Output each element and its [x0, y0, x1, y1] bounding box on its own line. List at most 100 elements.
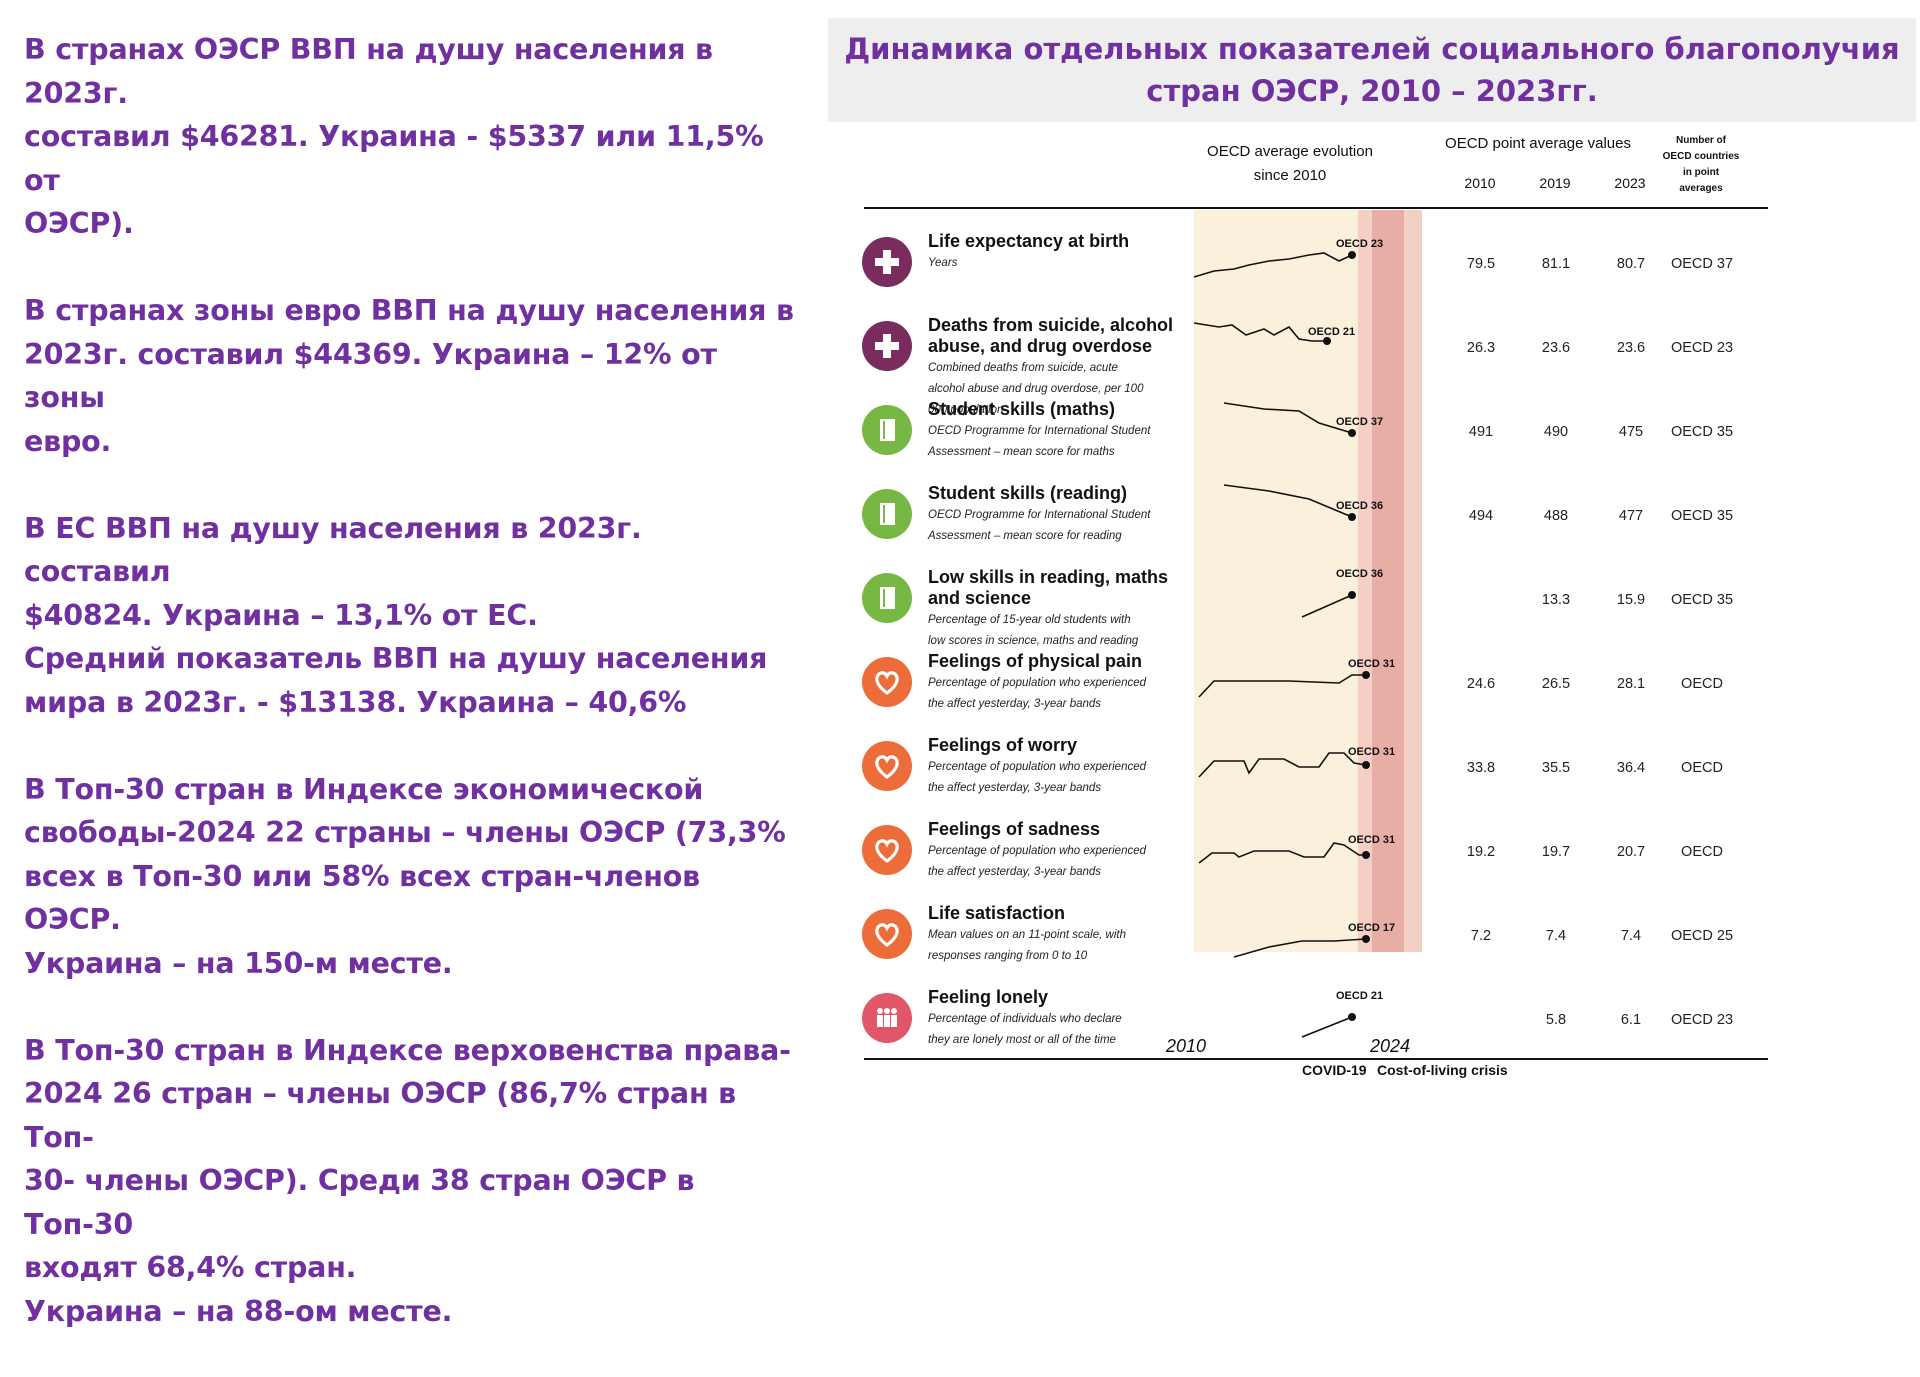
- indicator-row: Low skills in reading, maths and science P…: [860, 567, 1920, 651]
- indicator-description: Mean values on an 11-point scale, with re…: [928, 925, 1198, 967]
- indicator-title: Feelings of physical pain: [928, 651, 1218, 672]
- cost-of-living-label: Cost-of-living crisis: [1377, 1062, 1508, 1078]
- indicator-description: OECD Programme for International Student…: [928, 421, 1198, 463]
- paragraph-rule-of-law: В Топ-30 стран в Индексе верховенства пр…: [24, 1029, 794, 1334]
- sparkline-line: [1301, 594, 1353, 618]
- country-count: OECD 35: [1670, 424, 1734, 440]
- sparkline-end-point: [1362, 671, 1370, 679]
- book-icon: [862, 489, 912, 539]
- country-count: OECD: [1681, 844, 1723, 860]
- indicator-description-line: low scores in science, maths and reading: [928, 635, 1139, 647]
- indicator-title-line: abuse, and drug overdose: [928, 336, 1153, 356]
- evolution-sparkline: OECD 17: [1233, 922, 1395, 958]
- indicator-description-line: the affect yesterday, 3-year bands: [928, 698, 1102, 710]
- indicator-title: Deaths from suicide, alcohol abuse, and d…: [928, 315, 1218, 357]
- indicator-description-line: they are lonely most or all of the time: [928, 1034, 1116, 1046]
- evolution-sparkline: OECD 37: [1223, 402, 1383, 437]
- text-line: ОЭСР).: [24, 207, 134, 240]
- indicator-title-line: Feelings of worry: [928, 735, 1078, 755]
- indicator-title: Life satisfaction: [928, 903, 1218, 924]
- indicator-description: Percentage of population who experienced…: [928, 841, 1198, 883]
- header-rule: [864, 207, 1768, 209]
- value-2019: 23.6: [1541, 340, 1571, 356]
- indicator-row: Feelings of sadness Percentage of populat…: [860, 819, 1920, 903]
- country-count: OECD: [1681, 676, 1723, 692]
- bottom-rule: [864, 1058, 1768, 1060]
- cost-of-living-band: [1372, 210, 1404, 952]
- evolution-sparkline: OECD 36: [1223, 484, 1383, 521]
- value-2019: 13.3: [1541, 592, 1571, 608]
- value-2019: 7.4: [1545, 928, 1567, 944]
- indicator-title-line: and science: [928, 588, 1032, 608]
- indicator-description-line: Percentage of population who experienced: [928, 761, 1147, 773]
- value-2019: 26.5: [1541, 676, 1571, 692]
- text-line: мира в 2023г. - $13138. Украина – 40,6%: [24, 685, 687, 719]
- value-2023: 6.1: [1620, 1012, 1642, 1028]
- points-header: OECD point average values: [1445, 135, 1631, 152]
- text-line: составил $46281. Украина - $5337 или 11,…: [24, 120, 764, 197]
- evolution-band: [1194, 210, 1372, 952]
- country-count: OECD 35: [1670, 508, 1734, 524]
- sparkline-line: [1301, 1016, 1353, 1038]
- text-line: 2024 26 стран – члены ОЭСР (86,7% стран …: [24, 1077, 736, 1154]
- axis-start-year: 2010: [1166, 1036, 1207, 1056]
- indicator-title: Feelings of sadness: [928, 819, 1218, 840]
- indicator-title-line: Feelings of sadness: [928, 819, 1101, 839]
- value-2010: 491: [1468, 424, 1494, 440]
- text-line: Украина – на 150-м месте.: [24, 946, 453, 980]
- indicator-description-line: Assessment – mean score for reading: [928, 530, 1122, 542]
- indicator-description-line: alcohol abuse and drug overdose, per 100: [928, 383, 1144, 395]
- value-2010: 24.6: [1466, 676, 1496, 692]
- title-line: стран ОЭСР, 2010 – 2023гг.: [1146, 74, 1598, 108]
- text-line: В странах ОЭСР ВВП на душу населения в 2…: [24, 33, 713, 110]
- indicator-description: Percentage of population who experienced…: [928, 673, 1198, 715]
- text-line: В Топ-30 стран в Индексе верховенства пр…: [24, 1033, 791, 1067]
- text-line: В Топ-30 стран в Индексе экономической: [24, 772, 704, 806]
- sparkline-end-point: [1348, 513, 1356, 521]
- indicator-title-line: Feelings of physical pain: [928, 651, 1143, 671]
- indicator-title-line: Life satisfaction: [928, 903, 1066, 923]
- text-line: $40824. Украина – 13,1% от ЕС.: [24, 598, 538, 632]
- people-icon: [862, 993, 912, 1043]
- indicator-description: Percentage of 15-year old students with l…: [928, 610, 1198, 652]
- year-header-2023: 2023: [1614, 175, 1646, 191]
- value-2019: 488: [1543, 508, 1569, 524]
- indicator-description-line: Percentage of 15-year old students with: [928, 614, 1131, 626]
- sparkline-line: [1198, 674, 1366, 698]
- heart-icon: [862, 825, 912, 875]
- indicator-description-line: Years: [928, 257, 958, 269]
- country-count: OECD 23: [1670, 1012, 1734, 1028]
- indicator-description-line: 000 population: [928, 404, 1004, 416]
- evolution-sparkline: OECD 31: [1198, 658, 1395, 698]
- indicator-row: Life expectancy at birth Years OECD 23 79.5…: [860, 231, 1920, 315]
- value-2023: 28.1: [1616, 676, 1646, 692]
- value-2023: 36.4: [1616, 760, 1646, 776]
- sparkline-line: [1223, 402, 1353, 434]
- sparkline-tag: OECD 21: [1336, 990, 1383, 1002]
- sparkline-end-point: [1348, 591, 1356, 599]
- sparkline-end-point: [1348, 1013, 1356, 1021]
- sparkline-end-point: [1323, 337, 1331, 345]
- value-2019: 81.1: [1541, 256, 1571, 272]
- evolution-sparkline: OECD 21: [1301, 990, 1383, 1038]
- indicator-description-line: OECD Programme for International Student: [928, 509, 1151, 521]
- sparkline-tag: OECD 31: [1348, 658, 1395, 670]
- value-2023: 475: [1618, 424, 1644, 440]
- value-2023: 80.7: [1616, 256, 1646, 272]
- sparkline-end-point: [1348, 429, 1356, 437]
- paragraph-gdp-eu: В ЕС ВВП на душу населения в 2023г. сост…: [24, 507, 794, 725]
- indicator-title-line: Feeling lonely: [928, 987, 1049, 1007]
- indicator-description-line: Assessment – mean score for maths: [928, 446, 1115, 458]
- indicator-title: Student skills (maths): [928, 399, 1218, 420]
- text-line: В ЕС ВВП на душу населения в 2023г. сост…: [24, 511, 642, 589]
- sparkline-end-point: [1362, 935, 1370, 943]
- summary-text: В странах ОЭСР ВВП на душу населения в 2…: [24, 28, 794, 1377]
- sparkline-end-point: [1348, 251, 1356, 259]
- wellbeing-figure: OECD average evolution since 2010 OECD p…: [860, 125, 1920, 1080]
- country-count: OECD 25: [1670, 928, 1734, 944]
- indicator-row: Student skills (maths) OECD Programme for…: [860, 399, 1920, 483]
- indicator-description-line: OECD Programme for International Student: [928, 425, 1151, 437]
- text-line: всех в Топ-30 или 58% всех стран-членов …: [24, 859, 700, 937]
- evolution-sparkline: OECD 23: [1193, 238, 1383, 278]
- year-header-2010: 2010: [1464, 175, 1496, 191]
